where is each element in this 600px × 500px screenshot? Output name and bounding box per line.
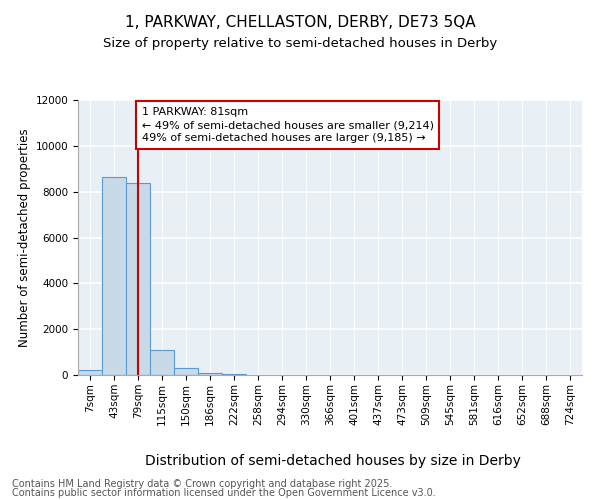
- Text: 1 PARKWAY: 81sqm
← 49% of semi-detached houses are smaller (9,214)
49% of semi-d: 1 PARKWAY: 81sqm ← 49% of semi-detached …: [142, 107, 434, 144]
- Bar: [222, 374, 246, 375]
- Text: Contains public sector information licensed under the Open Government Licence v3: Contains public sector information licen…: [12, 488, 436, 498]
- Bar: [78, 370, 102, 375]
- Bar: [150, 350, 174, 375]
- Bar: [126, 182, 150, 375]
- Text: Contains HM Land Registry data © Crown copyright and database right 2025.: Contains HM Land Registry data © Crown c…: [12, 479, 392, 489]
- Bar: [198, 373, 222, 375]
- Bar: [102, 177, 126, 375]
- Text: Size of property relative to semi-detached houses in Derby: Size of property relative to semi-detach…: [103, 38, 497, 51]
- Y-axis label: Number of semi-detached properties: Number of semi-detached properties: [19, 128, 31, 347]
- Text: Distribution of semi-detached houses by size in Derby: Distribution of semi-detached houses by …: [145, 454, 521, 468]
- Text: 1, PARKWAY, CHELLASTON, DERBY, DE73 5QA: 1, PARKWAY, CHELLASTON, DERBY, DE73 5QA: [125, 15, 475, 30]
- Bar: [174, 368, 198, 375]
